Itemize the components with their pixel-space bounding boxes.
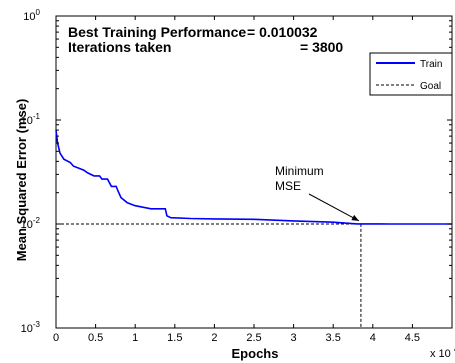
annotation: Minimum MSE	[275, 164, 360, 222]
x-tick-label: 2	[211, 332, 217, 344]
legend: Train Goal	[369, 52, 453, 96]
x-tick-label: 3.5	[326, 332, 341, 344]
y-tick-label: 10-3	[21, 320, 41, 335]
y-axis-label: Mean Squared Error (mse)	[14, 99, 29, 262]
x-tick-label: 1.5	[167, 332, 182, 344]
x-axis-label: Epochs	[232, 346, 279, 361]
x-multiplier-exponent: 4	[454, 345, 455, 354]
x-tick-label: 3	[291, 332, 297, 344]
x-multiplier-text: x 10	[430, 348, 451, 360]
x-tick-label: 4	[370, 332, 376, 344]
x-tick-label: 0	[53, 332, 59, 344]
series-train-line	[55, 130, 452, 225]
legend-box	[369, 52, 453, 96]
annotation-arrow	[308, 193, 360, 222]
x-tick-label: 4.5	[405, 332, 420, 344]
x-axis-ticks: 0 0.5 1 1.5 2 2.5 3 3.5 4 4.5	[53, 16, 420, 344]
legend-goal-label: Goal	[420, 81, 441, 92]
title-line-1-label: Best Training Performance	[68, 24, 246, 40]
y-tick-label: 100	[23, 8, 40, 23]
x-axis-multiplier: x 10 4	[430, 345, 455, 360]
title-line-2-value: = 3800	[300, 39, 343, 55]
annotation-line-1: Minimum	[275, 164, 324, 178]
annotation-arrowhead	[351, 214, 359, 221]
y-axis-ticks: 10-3 10-2 10-1 100	[21, 8, 452, 335]
annotation-line-2: MSE	[275, 179, 301, 193]
y-tick-label: 10-2	[21, 216, 41, 231]
legend-train-label: Train	[420, 59, 442, 70]
x-tick-label: 0.5	[88, 332, 103, 344]
title-line-2-label: Iterations taken	[68, 39, 171, 55]
y-tick-label: 10-1	[21, 112, 41, 127]
title-line-1-value: = 0.010032	[247, 24, 318, 40]
x-tick-label: 1	[132, 332, 138, 344]
x-tick-label: 2.5	[246, 332, 261, 344]
